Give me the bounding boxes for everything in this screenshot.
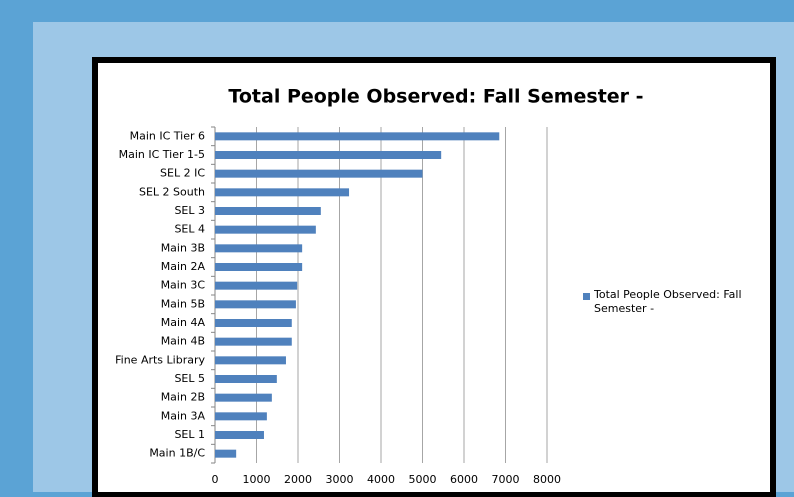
y-tick-label: SEL 4	[174, 223, 205, 236]
bar	[215, 151, 442, 159]
y-tick-label: SEL 3	[174, 204, 205, 217]
y-tick-label: Main 3A	[161, 409, 206, 422]
bar	[215, 244, 303, 253]
legend-swatch	[583, 293, 590, 300]
x-tick-label: 0	[212, 473, 219, 486]
bar	[215, 281, 298, 290]
y-tick-label: SEL 2 South	[139, 185, 205, 198]
bar	[215, 169, 423, 178]
bar	[215, 431, 264, 439]
bar	[215, 449, 237, 458]
x-tick-label: 3000	[326, 473, 354, 486]
x-tick-label: 4000	[367, 473, 395, 486]
legend: Total People Observed: Fall Semester -	[594, 288, 742, 315]
x-tick-label: 8000	[533, 473, 561, 486]
y-tick-label: Main 5B	[161, 297, 205, 310]
y-tick-label: SEL 5	[174, 372, 205, 385]
bar	[215, 225, 316, 234]
y-tick-label: SEL 2 IC	[160, 167, 205, 180]
legend-label: Total People Observed: Fall Semester -	[594, 288, 742, 315]
y-tick-label: Main 4A	[161, 316, 206, 329]
chart-title: Total People Observed: Fall Semester -	[228, 86, 643, 108]
x-tick-label: 1000	[243, 473, 271, 486]
y-tick-label: Main 1B/C	[149, 447, 205, 460]
y-tick-label: SEL 1	[174, 428, 205, 441]
bar	[215, 207, 321, 215]
y-tick-label: Main IC Tier 1-5	[119, 148, 205, 161]
bar	[215, 188, 350, 197]
bar	[215, 263, 303, 271]
y-tick-label: Main 4B	[161, 335, 205, 348]
y-tick-label: Main 3C	[161, 279, 206, 292]
x-tick-label: 7000	[492, 473, 520, 486]
bar	[215, 412, 267, 421]
x-tick-label: 6000	[450, 473, 478, 486]
bar	[215, 319, 292, 327]
y-tick-label: Main IC Tier 6	[130, 129, 205, 142]
bar	[215, 356, 286, 365]
bar	[215, 300, 296, 309]
y-tick-label: Main 2B	[161, 391, 205, 404]
bar	[215, 393, 272, 402]
x-tick-label: 2000	[284, 473, 312, 486]
y-tick-label: Fine Arts Library	[115, 353, 205, 366]
bar	[215, 375, 277, 383]
bar	[215, 132, 500, 141]
x-tick-label: 5000	[409, 473, 437, 486]
bar	[215, 337, 292, 346]
y-tick-label: Main 2A	[161, 260, 206, 273]
y-tick-label: Main 3B	[161, 241, 205, 254]
